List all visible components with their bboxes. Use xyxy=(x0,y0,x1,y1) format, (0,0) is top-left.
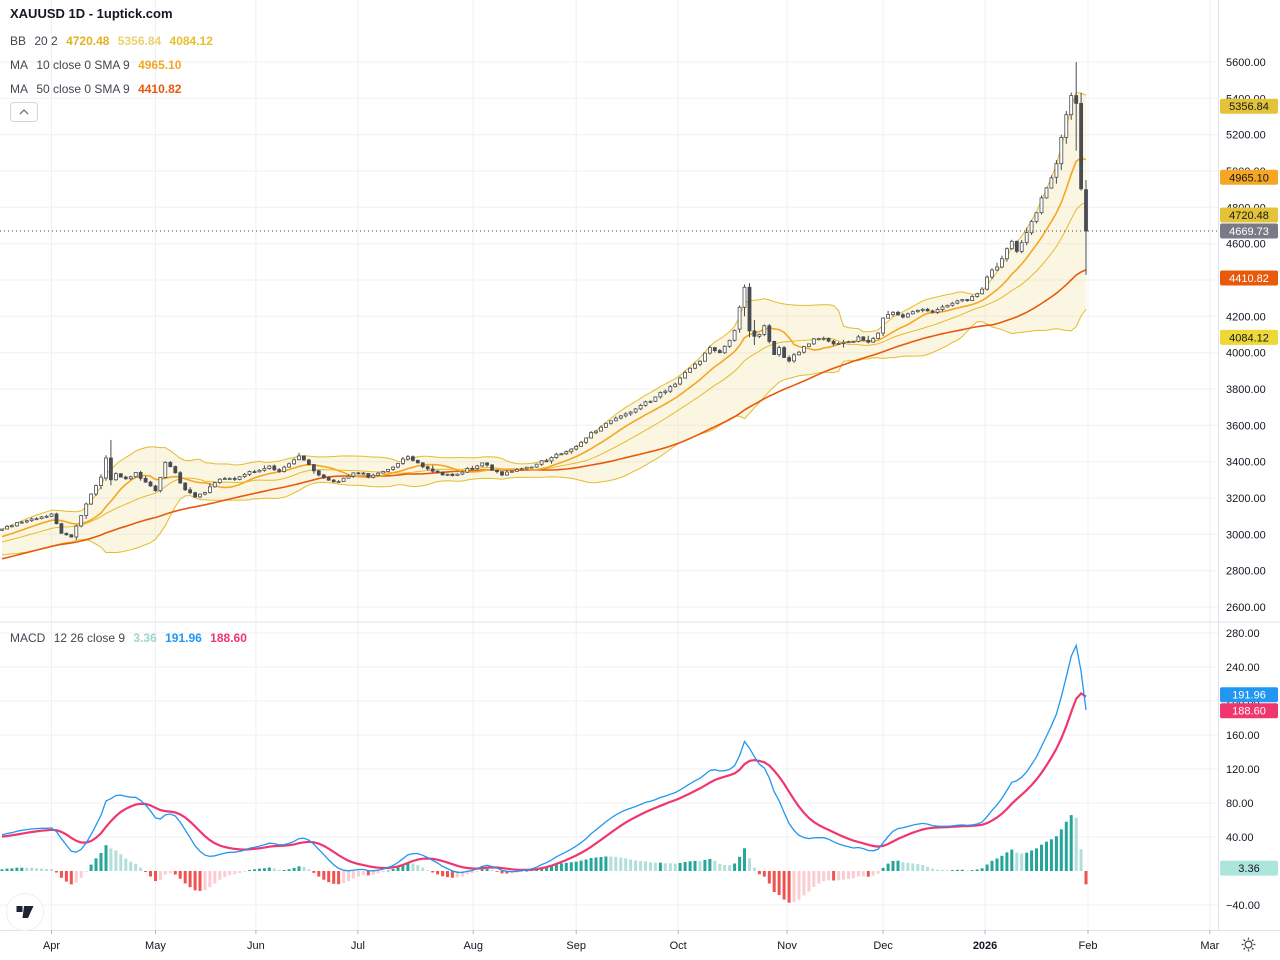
axis-tick-label: Aug xyxy=(463,940,483,952)
pane-collapse-button[interactable] xyxy=(10,102,38,122)
axis-tick-label: 5200.00 xyxy=(1226,130,1266,142)
axis-tick-label: May xyxy=(145,940,166,952)
svg-text:4965.10: 4965.10 xyxy=(1229,172,1269,184)
axis-tick-label: Dec xyxy=(873,940,893,952)
axis-tick-label: Mar xyxy=(1200,940,1219,952)
axis-tick-label: 280.00 xyxy=(1226,628,1260,640)
axis-tick-label: 80.00 xyxy=(1226,798,1254,810)
axis-tick-label: 4000.00 xyxy=(1226,348,1266,360)
bb-basis-badge: 4720.48 xyxy=(1220,207,1278,223)
macd-line-badge: 191.96 xyxy=(1220,687,1278,703)
axis-tick-label: 3800.00 xyxy=(1226,384,1266,396)
axis-tick-label: −40.00 xyxy=(1226,900,1260,912)
legend-bollinger: BB 20 2 4720.48 5356.84 4084.12 xyxy=(10,34,218,48)
legend-macd: MACD 12 26 close 9 3.36 191.96 188.60 xyxy=(10,631,252,645)
ma50-badge: 4410.82 xyxy=(1220,270,1278,286)
bb-label: BB xyxy=(10,34,27,48)
axis-tick-label: Oct xyxy=(670,940,687,952)
svg-text:3.36: 3.36 xyxy=(1238,863,1259,875)
legend-ma10: MA 10 close 0 SMA 9 4965.10 xyxy=(10,58,186,72)
axis-tick-label: 2800.00 xyxy=(1226,566,1266,578)
axis-badges: 191.96 188.60 3.36 xyxy=(1220,687,1278,876)
axis-tick-label: 5600.00 xyxy=(1226,57,1266,69)
macd-label: MACD xyxy=(10,631,46,645)
axis-tick-label: 3000.00 xyxy=(1226,529,1266,541)
macd-lines xyxy=(1,643,1087,874)
macd-hist-value: 3.36 xyxy=(133,631,157,645)
bb-basis-value: 4720.48 xyxy=(66,34,110,48)
bb-params: 20 2 xyxy=(34,34,58,48)
bb-upper-value: 5356.84 xyxy=(117,34,162,48)
macd-params: 12 26 close 9 xyxy=(53,631,126,645)
svg-text:5356.84: 5356.84 xyxy=(1229,101,1269,113)
svg-text:4720.48: 4720.48 xyxy=(1229,210,1269,222)
time-axis[interactable]: Apr May Jun Jul Aug Sep Oct Nov Dec 2026 Feb Mar xyxy=(43,930,1220,952)
axis-tick-label: Jun xyxy=(247,940,265,952)
chevron-up-icon xyxy=(19,109,29,115)
macd-signal-line xyxy=(1,691,1087,871)
signal-line-badge: 188.60 xyxy=(1220,703,1278,719)
axis-tick-label: 40.00 xyxy=(1226,832,1254,844)
axis-tick-label: 4200.00 xyxy=(1226,311,1266,323)
axis-tick-label: 2026 xyxy=(973,940,997,952)
svg-text:188.60: 188.60 xyxy=(1232,706,1266,718)
bollinger-bands xyxy=(1,91,1087,556)
axis-tick-label: 3400.00 xyxy=(1226,457,1266,469)
ma50-params: 50 close 0 SMA 9 xyxy=(36,82,130,96)
macd-line xyxy=(1,643,1087,874)
svg-text:4410.82: 4410.82 xyxy=(1229,273,1269,285)
ma50-label: MA xyxy=(10,82,28,96)
ma10-line xyxy=(1,157,1087,538)
axis-tick-label: Jul xyxy=(351,940,365,952)
axis-badges: 5356.84 4965.10 4720.48 4669.73 4410.82 4084.… xyxy=(1220,98,1278,345)
axis-tick-label: 4600.00 xyxy=(1226,239,1266,251)
ma10-params: 10 close 0 SMA 9 xyxy=(36,58,130,72)
svg-text:4669.73: 4669.73 xyxy=(1229,226,1269,238)
bb-upper-badge: 5356.84 xyxy=(1220,98,1278,114)
axis-tick-label: 3200.00 xyxy=(1226,493,1266,505)
candlesticks xyxy=(0,62,1088,540)
ma10-badge: 4965.10 xyxy=(1220,169,1278,185)
axis-tick-label: 120.00 xyxy=(1226,764,1260,776)
ma50-value: 4410.82 xyxy=(138,82,182,96)
svg-text:191.96: 191.96 xyxy=(1232,690,1266,702)
axis-tick-label: Feb xyxy=(1079,940,1098,952)
hist-badge: 3.36 xyxy=(1220,860,1278,876)
symbol-title: XAUUSD 1D - 1uptick.com xyxy=(10,6,173,21)
macd-signal-value: 188.60 xyxy=(210,631,247,645)
bb-lower-badge: 4084.12 xyxy=(1220,329,1278,345)
tradingview-logo[interactable] xyxy=(6,893,44,931)
axis-tick-label: 3600.00 xyxy=(1226,420,1266,432)
axis-tick-label: 2600.00 xyxy=(1226,602,1266,614)
macd-histogram xyxy=(0,815,1088,903)
settings-gear-icon[interactable] xyxy=(1240,936,1256,952)
bb-lower-value: 4084.12 xyxy=(169,34,213,48)
axis-tick-label: Nov xyxy=(777,940,797,952)
ma10-label: MA xyxy=(10,58,28,72)
gear-icon xyxy=(1241,937,1255,951)
tradingview-logo-icon xyxy=(16,906,34,918)
macd-line-value: 191.96 xyxy=(165,631,202,645)
legend-ma50: MA 50 close 0 SMA 9 4410.82 xyxy=(10,82,186,96)
ma50-line xyxy=(1,269,1087,560)
ma10-value: 4965.10 xyxy=(138,58,182,72)
svg-text:4084.12: 4084.12 xyxy=(1229,332,1269,344)
axis-tick-label: 160.00 xyxy=(1226,730,1260,742)
axis-tick-label: Sep xyxy=(566,940,586,952)
axis-tick-label: Apr xyxy=(43,940,60,952)
moving-averages xyxy=(1,157,1087,560)
separators xyxy=(0,0,1280,931)
axis-tick-label: 240.00 xyxy=(1226,662,1260,674)
current-price-badge: 4669.73 xyxy=(1220,223,1278,239)
